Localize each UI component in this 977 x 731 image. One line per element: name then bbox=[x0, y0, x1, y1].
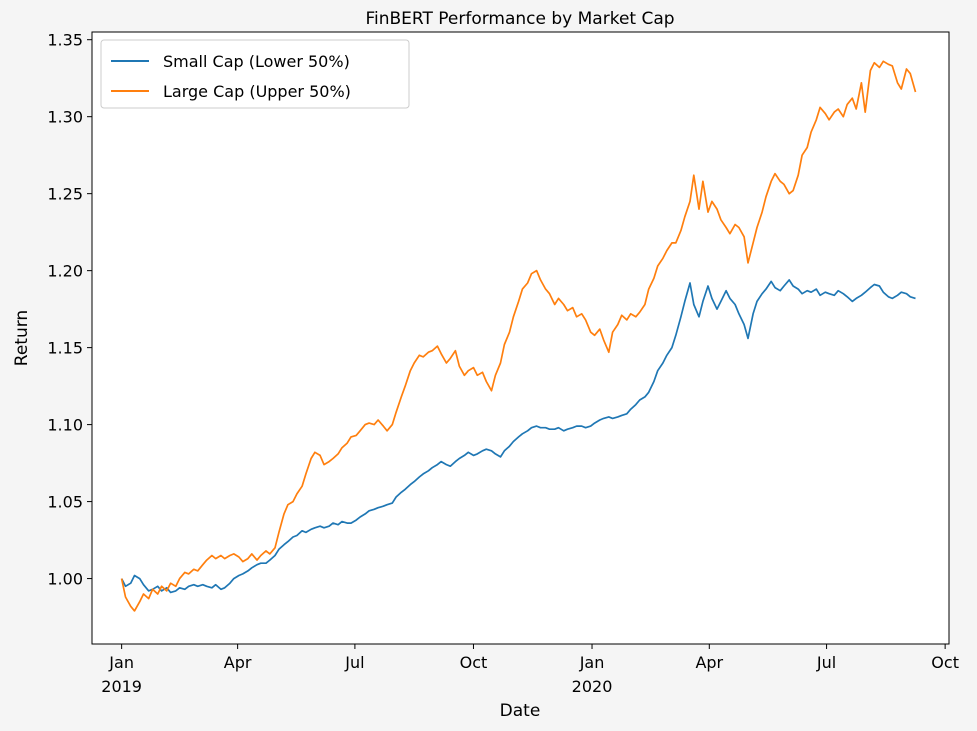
y-tick-label: 1.00 bbox=[47, 570, 83, 589]
x-tick-label: Jul bbox=[344, 653, 364, 672]
legend: Small Cap (Lower 50%) Large Cap (Upper 50… bbox=[100, 39, 410, 109]
x-tick-year-label: 2019 bbox=[101, 677, 142, 696]
x-tick-label: Apr bbox=[224, 653, 252, 672]
x-axis: Jan 2019 Apr Jul Oct Jan 2020 Apr Jul Oct bbox=[101, 644, 959, 696]
series-line-small-cap bbox=[120, 279, 916, 594]
x-axis-title: Date bbox=[500, 701, 541, 721]
y-tick-label: 1.05 bbox=[47, 493, 83, 512]
y-tick-label: 1.30 bbox=[47, 108, 83, 127]
x-tick-label: Apr bbox=[695, 653, 723, 672]
x-tick-label: Jan bbox=[579, 653, 605, 672]
legend-label: Small Cap (Lower 50%) bbox=[163, 52, 350, 71]
series-line-large-cap bbox=[120, 60, 917, 612]
y-tick-label: 1.20 bbox=[47, 262, 83, 281]
x-tick-year-label: 2020 bbox=[572, 677, 613, 696]
legend-label: Large Cap (Upper 50%) bbox=[163, 82, 351, 101]
chart-title: FinBERT Performance by Market Cap bbox=[365, 9, 674, 29]
y-tick-label: 1.15 bbox=[47, 339, 83, 358]
x-tick-label: Oct bbox=[931, 653, 959, 672]
y-axis: 1.00 1.05 1.10 1.15 1.20 1.25 1.30 1.35 bbox=[47, 31, 92, 589]
x-tick-label: Jan bbox=[108, 653, 134, 672]
x-tick-label: Jul bbox=[816, 653, 836, 672]
x-tick-label: Oct bbox=[460, 653, 488, 672]
plot-frame bbox=[91, 31, 950, 645]
y-axis-title: Return bbox=[12, 310, 32, 366]
y-tick-label: 1.10 bbox=[47, 416, 83, 435]
legend-box bbox=[100, 39, 410, 109]
y-tick-label: 1.25 bbox=[47, 185, 83, 204]
plot-area bbox=[92, 32, 949, 644]
series-lines bbox=[120, 60, 917, 612]
y-tick-label: 1.35 bbox=[47, 31, 83, 50]
